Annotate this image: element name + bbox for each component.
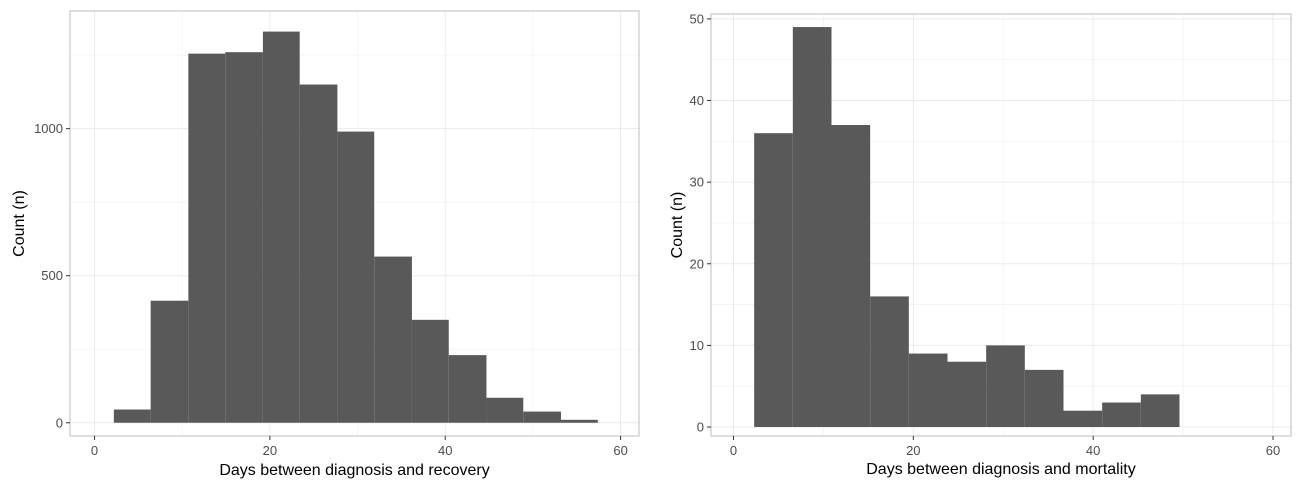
y-tick-label: 1000 [34,121,63,136]
x-tick-label: 40 [1086,443,1100,458]
y-tick-label: 40 [690,93,704,108]
histogram-bar [1063,410,1103,428]
y-axis-title: Count (n) [11,190,28,257]
y-tick-label: 0 [697,420,704,435]
x-tick-label: 20 [263,443,277,458]
histogram-bar [411,319,449,423]
histogram-bar [188,53,226,423]
histogram-bar [448,355,487,423]
histogram-bar [150,300,189,423]
histogram-bar [560,419,598,423]
histogram-bar [337,131,375,423]
panel-border [69,10,640,437]
x-tick-label: 40 [438,443,452,458]
x-tick-label: 60 [613,443,627,458]
histogram-bar [792,27,832,428]
x-axis-title: Days between diagnosis and recovery [219,462,489,479]
histogram-bar [374,256,412,423]
x-tick-label: 0 [730,443,737,458]
histogram-bar [831,125,871,428]
histogram-bar [262,31,300,423]
y-tick-label: 50 [690,11,704,26]
y-tick-label: 20 [690,256,704,271]
y-axis-title: Count (n) [669,192,686,259]
histogram-bar [523,411,561,423]
histogram-bar [299,84,338,423]
y-tick-label: 500 [41,268,63,283]
y-tick-label: 30 [690,175,704,190]
y-tick-label: 10 [690,338,704,353]
recovery-histogram-panel: 0 20 40 60 0 500 1000 Days between diagnosis an… [11,10,640,479]
x-tick-label: 0 [91,443,98,458]
histogram-bar [113,409,151,423]
histogram-bar [908,353,948,428]
histogram-bar [870,296,909,428]
panel-border [710,13,1292,437]
histogram-bar [1102,402,1141,428]
histogram-bar [1024,369,1064,428]
x-tick-label: 60 [1266,443,1280,458]
x-axis-title: Days between diagnosis and mortality [866,461,1135,478]
histogram-bar [947,361,987,428]
histogram-bar [754,133,793,428]
histogram-bar [225,52,263,423]
histogram-bar [986,345,1025,428]
histogram-bar [486,397,524,423]
mortality-histogram-panel: 0 20 40 60 0 10 20 30 40 50 Days between diagnosis… [669,11,1292,478]
histogram-bar [1140,394,1180,428]
y-tick-label: 0 [56,415,63,430]
x-tick-label: 20 [906,443,920,458]
